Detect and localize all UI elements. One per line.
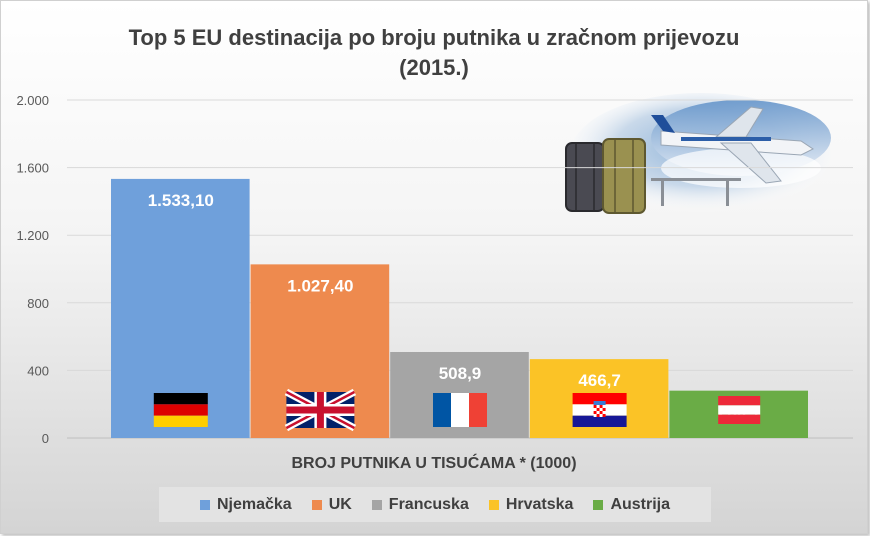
chart-title-line-2: (2015.) [399,55,469,80]
flags [153,388,761,432]
legend-swatch [199,499,210,510]
france-flag-icon [433,393,487,427]
croatia-flag-icon [572,393,627,427]
legend-swatch [488,499,499,510]
chart-title-line-1: Top 5 EU destinacija po broju putnika u … [128,25,740,50]
germany-flag-icon [153,393,208,427]
data-label: 508,9 [439,364,482,383]
legend-swatch [593,499,604,510]
legend-item: Hrvatska [488,495,574,514]
legend: Njemačka UK Francuska Hrvatska Austrija [159,487,711,522]
data-label: 1.533,10 [148,191,214,210]
uk-flag-icon [284,388,357,432]
chart-title: Top 5 EU destinacija po broju putnika u … [1,23,867,83]
legend-swatch [311,499,322,510]
legend-item: Njemačka [199,495,292,514]
y-tick-label: 1.600 [16,161,49,176]
legend-label: Francuska [388,495,469,513]
austria-flag-icon [718,396,761,424]
legend-item: Austrija [593,496,670,514]
y-tick-label: 800 [27,296,49,311]
x-axis-label: BROJ PUTNIKA U TISUĆAMA * (1000) [291,455,577,472]
y-tick-label: 400 [27,363,49,378]
legend-swatch [371,499,382,510]
airplane-luggage-image [565,93,831,214]
legend-label: Austrija [610,495,671,513]
data-label: 1.027,40 [287,276,353,295]
legend-item: Francuska [371,495,469,514]
y-tick-label: 1.200 [16,228,49,243]
y-tick-label: 0 [42,431,49,446]
legend-item: UK [311,495,352,514]
y-tick-label: 2.000 [16,93,49,108]
data-label: 466,7 [578,371,621,390]
legend-label: UK [328,495,352,513]
y-axis-ticks: 0 400 800 1.200 1.600 2.000 [16,93,49,446]
legend-label: Njemačka [216,495,292,513]
legend-label: Hrvatska [505,495,574,513]
